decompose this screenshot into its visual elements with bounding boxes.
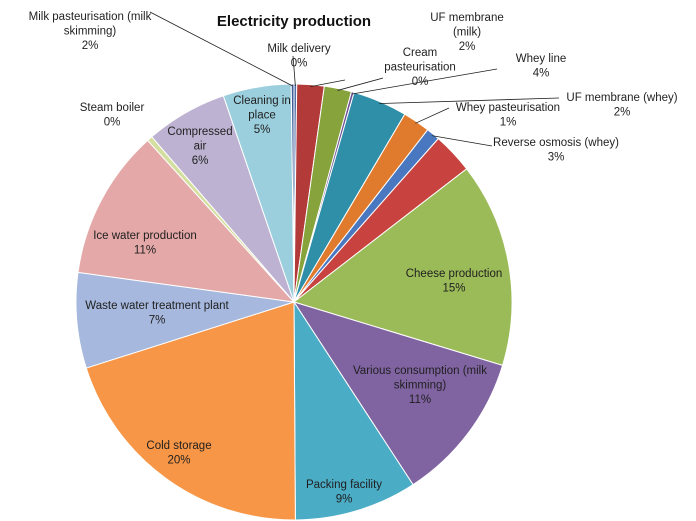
slice-label-line: (milk) bbox=[453, 26, 481, 38]
pie-slice bbox=[290, 83, 295, 303]
slice-label-line: 0% bbox=[291, 57, 308, 69]
slice-label-line: 5% bbox=[254, 124, 271, 136]
slice-label-line: 2% bbox=[614, 106, 631, 118]
slice-label: Steam boiler 0% bbox=[80, 102, 145, 128]
slice-label-line: Compressed bbox=[167, 126, 232, 138]
slice-label: Milk pasteurisation (milk skimming) 2% bbox=[29, 11, 152, 52]
slice-label: Various consumption (milk skimming) 11% bbox=[353, 365, 487, 406]
slice-label-line: 6% bbox=[192, 155, 209, 167]
slice-label-line: Steam boiler bbox=[80, 102, 145, 114]
slice-label-line: UF membrane (whey) bbox=[566, 92, 677, 104]
slice-label-line: 1% bbox=[500, 116, 517, 128]
leader-lines bbox=[149, 11, 560, 147]
slice-label-line: skimming) bbox=[394, 379, 447, 391]
pie-slice bbox=[292, 168, 513, 367]
slice-label-line: 9% bbox=[336, 493, 353, 505]
slice-label-line: skimming) bbox=[64, 25, 117, 37]
leader-line bbox=[352, 68, 498, 95]
slice-label-line: 11% bbox=[409, 394, 431, 406]
slice-label: Whey line 4% bbox=[516, 53, 567, 79]
slice-label-line: Reverse osmosis (whey) bbox=[493, 137, 619, 149]
slice-label-line: Cold storage bbox=[146, 440, 211, 452]
slice-label-line: Cheese production bbox=[406, 268, 503, 280]
slice-label-line: Various consumption (milk bbox=[353, 365, 487, 377]
slice-label: Waste water treatment plant 7% bbox=[85, 300, 229, 326]
slice-label: Whey pasteurisation 1% bbox=[456, 102, 560, 128]
slice-label: Cleaning in place 5% bbox=[233, 95, 291, 136]
slice-label-line: Cleaning in bbox=[233, 95, 291, 107]
leader-line bbox=[337, 77, 384, 91]
leader-line bbox=[149, 11, 293, 87]
slice-label-line: 4% bbox=[533, 67, 550, 79]
slice-label-line: Waste water treatment plant bbox=[85, 300, 229, 312]
slice-label: Reverse osmosis (whey) 3% bbox=[493, 137, 619, 163]
pie-slices bbox=[75, 83, 513, 521]
slice-label-line: Ice water production bbox=[93, 230, 197, 242]
slice-label-line: 7% bbox=[149, 314, 166, 326]
slice-label-line: Packing facility bbox=[306, 479, 382, 491]
slice-label-line: 0% bbox=[412, 76, 429, 88]
slice-label-line: 3% bbox=[548, 151, 565, 163]
leader-line bbox=[292, 55, 296, 87]
chart-title: Electricity production bbox=[217, 13, 371, 30]
slice-label-line: UF membrane bbox=[430, 12, 504, 24]
slice-label-line: Cream bbox=[403, 47, 438, 59]
slice-label: Ice water production 11% bbox=[93, 230, 197, 256]
pie-slice bbox=[77, 139, 296, 303]
slice-label: Milk delivery 0% bbox=[267, 43, 331, 69]
slice-label-line: pasteurisation bbox=[384, 61, 456, 73]
slice-label: Compressed air 6% bbox=[167, 126, 232, 167]
slice-label: Cream pasteurisation 0% bbox=[384, 47, 456, 88]
slice-label-line: air bbox=[194, 140, 207, 152]
slice-label-line: Whey line bbox=[516, 53, 567, 65]
slice-label: Packing facility 9% bbox=[306, 479, 382, 505]
slice-label-line: 0% bbox=[104, 116, 121, 128]
pie-slice bbox=[85, 301, 296, 521]
slice-label-line: 2% bbox=[459, 41, 476, 53]
slice-label: UF membrane (whey) 2% bbox=[566, 92, 677, 118]
leader-line bbox=[379, 97, 560, 104]
slice-label-line: Milk pasteurisation (milk bbox=[29, 11, 152, 23]
leader-line bbox=[431, 135, 493, 147]
slice-label: Cheese production 15% bbox=[406, 268, 503, 294]
slice-label: Cold storage 20% bbox=[146, 440, 211, 466]
slice-label-line: 15% bbox=[442, 282, 465, 294]
slice-labels: Milk delivery 0% UF membrane (milk) 2% Cream p… bbox=[29, 11, 678, 505]
slice-label-line: Milk delivery bbox=[267, 43, 331, 55]
slice-label-line: place bbox=[248, 109, 276, 121]
pie-slice bbox=[292, 301, 504, 486]
slice-label-line: Whey pasteurisation bbox=[456, 102, 560, 114]
slice-label-line: 2% bbox=[82, 40, 99, 52]
leader-line bbox=[415, 107, 450, 124]
slice-label: UF membrane (milk) 2% bbox=[430, 12, 504, 53]
leader-line bbox=[310, 79, 346, 88]
pie-slice bbox=[293, 300, 414, 521]
slice-label-line: 20% bbox=[167, 454, 190, 466]
slice-label-line: 11% bbox=[134, 244, 156, 256]
